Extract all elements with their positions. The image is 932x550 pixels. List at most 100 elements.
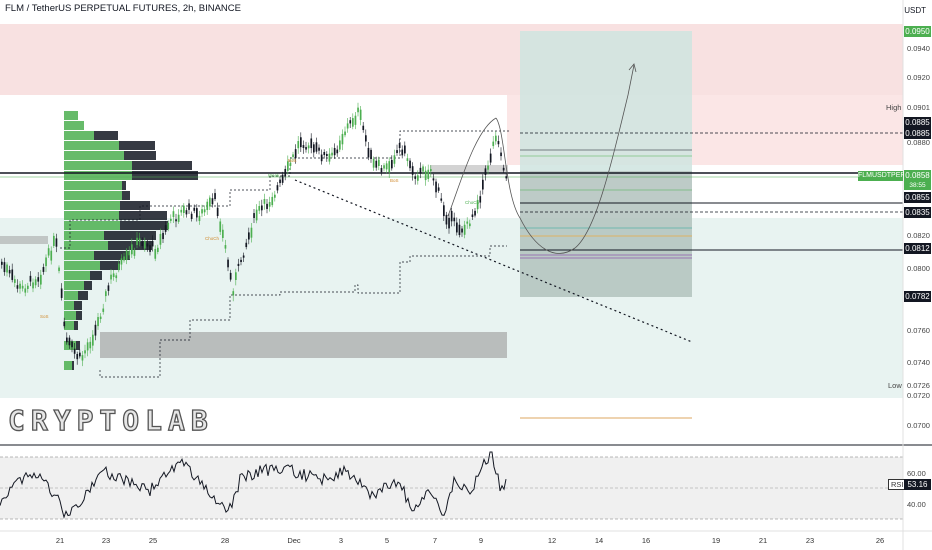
candle-body (128, 251, 131, 256)
time-tick: 14 (594, 536, 604, 545)
candle-body (458, 224, 461, 236)
target-box (520, 31, 692, 171)
candle-body (479, 196, 482, 203)
time-tick: 21 (55, 536, 65, 545)
candle-body (229, 272, 232, 280)
candle-body (253, 213, 255, 219)
candle-body (289, 162, 292, 166)
candle-body (177, 214, 180, 222)
volume-bar-buy (64, 241, 108, 250)
volume-bar-sell (124, 151, 156, 160)
time-tick: 21 (758, 536, 768, 545)
volume-bar-sell (108, 241, 152, 250)
candle-body (79, 352, 81, 357)
candle-body (365, 135, 367, 142)
candle-body (437, 187, 440, 191)
candle-body (201, 209, 203, 214)
candle-body (198, 215, 201, 222)
candle-body (300, 137, 302, 148)
volume-bar-buy (64, 311, 76, 320)
volume-bar-sell (76, 311, 82, 320)
time-tick: 19 (711, 536, 721, 545)
watermark-logo: CRYPTOLAB (7, 403, 214, 437)
candle-body (292, 154, 294, 157)
bos-label-2: BoS (390, 178, 399, 183)
candle-body (240, 259, 242, 263)
price-tick: 0.0726 (907, 381, 930, 390)
candle-body (266, 203, 268, 209)
candle-body (476, 199, 479, 210)
candle-body (344, 131, 346, 136)
candle-body (55, 238, 58, 247)
candle-body (16, 285, 19, 289)
candle-body (94, 324, 97, 336)
candle-body (76, 353, 79, 360)
volume-bar-buy (64, 291, 78, 300)
candle-body (29, 275, 32, 282)
candle-body (112, 273, 115, 278)
candle-body (492, 141, 495, 147)
candle-body (105, 291, 107, 297)
bos-label-1: BoS (288, 158, 297, 163)
candle-body (419, 167, 422, 174)
candle-body (115, 275, 118, 279)
volume-bar-sell (78, 291, 88, 300)
price-tag-level: 0.0812 (904, 243, 931, 254)
candle-body (474, 210, 476, 216)
candle-body (110, 274, 112, 280)
candle-body (206, 201, 209, 210)
candle-body (495, 135, 497, 142)
symbol-tag: FLMUSDTPERP (858, 171, 911, 181)
high-label: High (886, 103, 902, 112)
candle-body (170, 218, 172, 221)
candle-body (131, 244, 133, 255)
candle-body (144, 241, 146, 249)
candle-body (190, 213, 193, 219)
candle-body (102, 308, 105, 312)
price-tag-level: 0.0885 (904, 128, 931, 139)
volume-bar-buy (64, 251, 94, 260)
time-tick: Dec (287, 536, 301, 545)
volume-bar-buy (64, 141, 119, 150)
candle-body (27, 285, 29, 289)
price-tick: 0.0760 (907, 326, 930, 335)
rsi-line (0, 451, 507, 519)
candle-body (50, 250, 53, 261)
candle-body (396, 150, 398, 154)
candle-body (450, 210, 453, 222)
candle-body (37, 277, 40, 282)
volume-bar-sell (72, 361, 74, 370)
volume-bar-buy (64, 211, 119, 220)
candle-body (47, 248, 50, 256)
candle-body (471, 214, 474, 218)
price-tick: 0.0920 (907, 73, 930, 82)
candlesticks (1, 102, 508, 367)
candle-body (71, 341, 73, 348)
candle-body (248, 232, 250, 240)
volume-bar-buy (64, 151, 124, 160)
candle-body (42, 267, 45, 272)
time-tick: 3 (338, 536, 344, 545)
time-tick: 16 (641, 536, 651, 545)
candle-body (367, 147, 370, 158)
candle-body (385, 163, 388, 170)
candle-body (362, 125, 365, 131)
volume-bar-buy (64, 341, 76, 350)
candle-body (409, 160, 411, 169)
candle-body (318, 147, 320, 151)
price-tag-high: 0.0885 (904, 117, 931, 128)
choch-label-1: ChoCh (205, 236, 220, 241)
volume-bar-buy (64, 301, 74, 310)
candle-body (68, 337, 71, 346)
rsi-tick: 60.00 (907, 469, 926, 478)
candle-body (323, 152, 326, 156)
candle-body (453, 217, 456, 222)
volume-bar-sell (119, 211, 167, 220)
time-tick: 25 (148, 536, 158, 545)
candle-body (271, 196, 274, 206)
price-tick: 0.0940 (907, 44, 930, 53)
volume-bar-sell (122, 191, 130, 200)
candle-body (440, 198, 443, 201)
candle-body (502, 167, 505, 171)
